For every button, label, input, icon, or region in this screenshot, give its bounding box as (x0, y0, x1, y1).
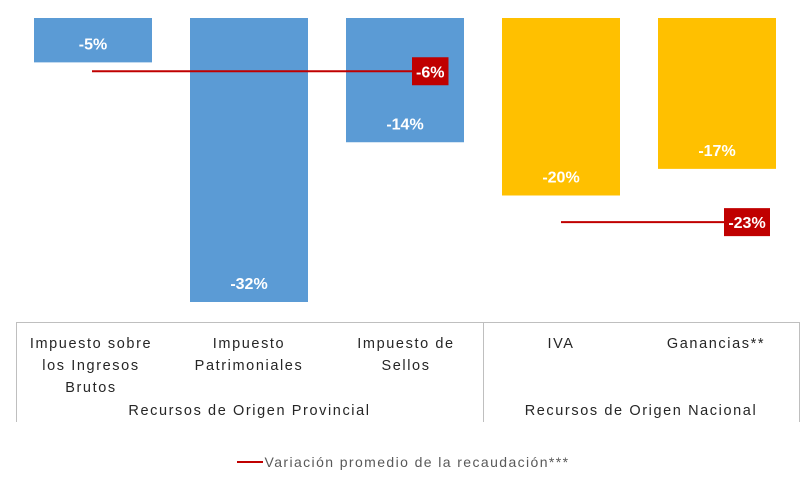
axis-right-line (799, 322, 800, 422)
average-label-0: -6% (416, 64, 444, 81)
average-label-box-1 (724, 208, 770, 237)
axis-group-divider (483, 322, 484, 422)
bar-4 (658, 18, 776, 169)
group-label-provincial: Recursos de Origen Provincial (128, 403, 371, 419)
category-label-ingresos-brutos: Impuesto sobre los Ingresos Brutos (29, 336, 153, 396)
category-label-sellos: Impuesto de Sellos (357, 336, 455, 374)
value-labels-layer: -5% -32% -14% -20% -17% (79, 36, 736, 293)
bar-value-label-4: -17% (698, 143, 735, 160)
average-label-1: -23% (728, 215, 765, 232)
group-label-nacional: Recursos de Origen Nacional (524, 403, 758, 419)
category-label-ganancias: Ganancias** (666, 336, 766, 352)
category-label-iva: IVA (547, 336, 575, 352)
chart-svg: -6% -23% -5% -32% -14% -20% -17% (34, 18, 776, 302)
bar-value-label-0: -5% (79, 36, 107, 53)
bar-value-label-1: -32% (230, 276, 267, 293)
category-label-patrimoniales: Impuesto Patrimoniales (194, 336, 304, 374)
axis-top-line (16, 322, 800, 323)
average-label-box-0 (412, 57, 449, 86)
bars-layer (34, 18, 776, 302)
bar-0 (34, 18, 152, 63)
legend: Variación promedio de la recaudación*** (0, 454, 806, 470)
axis-left-line (16, 322, 17, 422)
bar-3 (502, 18, 620, 196)
average-lines-layer: -6% -23% (92, 57, 770, 237)
legend-line-swatch (236, 461, 263, 464)
bar-value-label-2: -14% (386, 116, 423, 133)
legend-label: Variación promedio de la recaudación*** (264, 454, 570, 470)
bar-1 (190, 18, 308, 302)
bar-value-label-3: -20% (542, 170, 579, 187)
